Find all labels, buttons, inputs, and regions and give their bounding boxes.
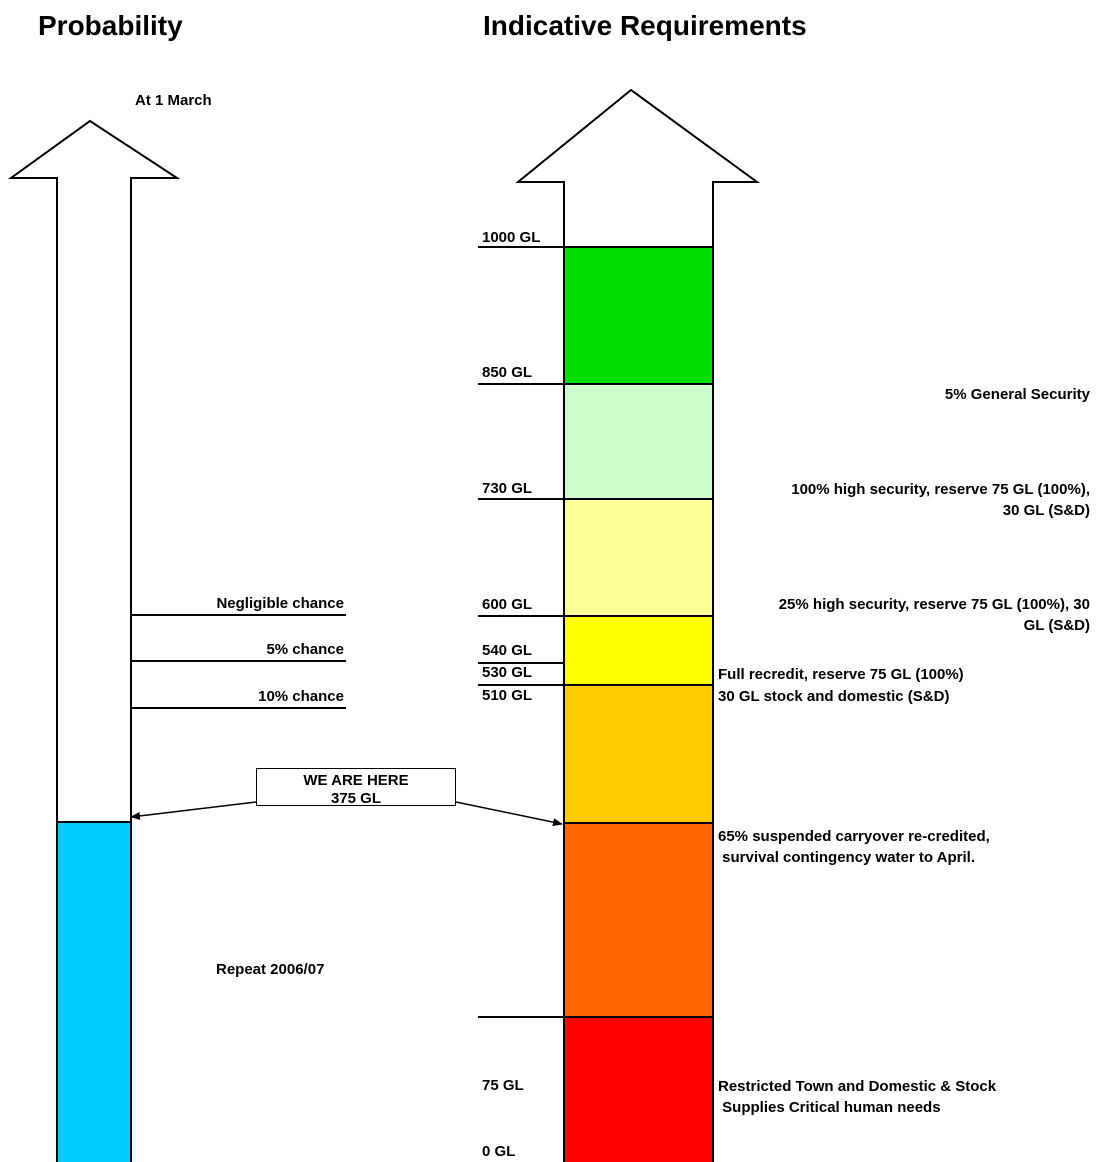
annotation-carryover: 65% suspended carryover re-credited, sur… — [718, 828, 990, 866]
gl-label-1000: 1000 GL — [482, 229, 541, 246]
pointer-arrow-right — [455, 801, 563, 827]
fill-label: Repeat 2006/07 — [216, 961, 325, 978]
we-are-here-box: WE ARE HERE 375 GL — [256, 768, 456, 806]
band-375-510 — [564, 685, 713, 823]
pointer-arrow-left — [130, 801, 257, 820]
gl-label-600: 600 GL — [482, 596, 533, 613]
gl-label-510: 510 GL — [482, 687, 533, 704]
gl-label-75: 75 GL — [482, 1077, 524, 1094]
gl-label-0: 0 GL — [482, 1143, 516, 1160]
annotation-high-security-25: 25% high security, reserve 75 GL (100%),… — [778, 596, 1090, 634]
band-0-75 — [564, 1017, 713, 1162]
annotation-critical-needs: Restricted Town and Domestic & Stock Sup… — [718, 1078, 997, 1116]
date-label: At 1 March — [135, 92, 212, 109]
current-level-value: 375 GL — [330, 790, 382, 806]
probability-fill — [56, 822, 130, 1162]
probability-arrow-outline — [7, 119, 181, 1162]
probability-heading: Probability — [38, 10, 183, 41]
annotation-high-security-100: 100% high security, reserve 75 GL (100%)… — [791, 481, 1090, 519]
requirements-heading: Indicative Requirements — [483, 10, 807, 41]
band-730-850 — [564, 384, 713, 499]
gl-label-730: 730 GL — [482, 480, 533, 497]
probability-label-negligible: Negligible chance — [216, 595, 344, 612]
annotation-stock-domestic: 30 GL stock and domestic (S&D) — [718, 688, 950, 705]
requirements-arrow-outline — [515, 88, 761, 1162]
annotation-full-recredit: Full recredit, reserve 75 GL (100%) — [718, 666, 964, 683]
we-are-here-text: WE ARE HERE — [303, 772, 409, 789]
band-75-375 — [564, 823, 713, 1017]
annotation-general-security: 5% General Security — [944, 386, 1090, 403]
band-510-600 — [564, 616, 713, 685]
gl-label-850: 850 GL — [482, 364, 533, 381]
probability-label-5pct: 5% chance — [266, 641, 344, 658]
probability-label-10pct: 10% chance — [258, 688, 344, 705]
gl-label-530: 530 GL — [482, 664, 533, 681]
band-600-730 — [564, 499, 713, 616]
gl-label-540: 540 GL — [482, 642, 533, 659]
band-850-1000 — [564, 247, 713, 384]
